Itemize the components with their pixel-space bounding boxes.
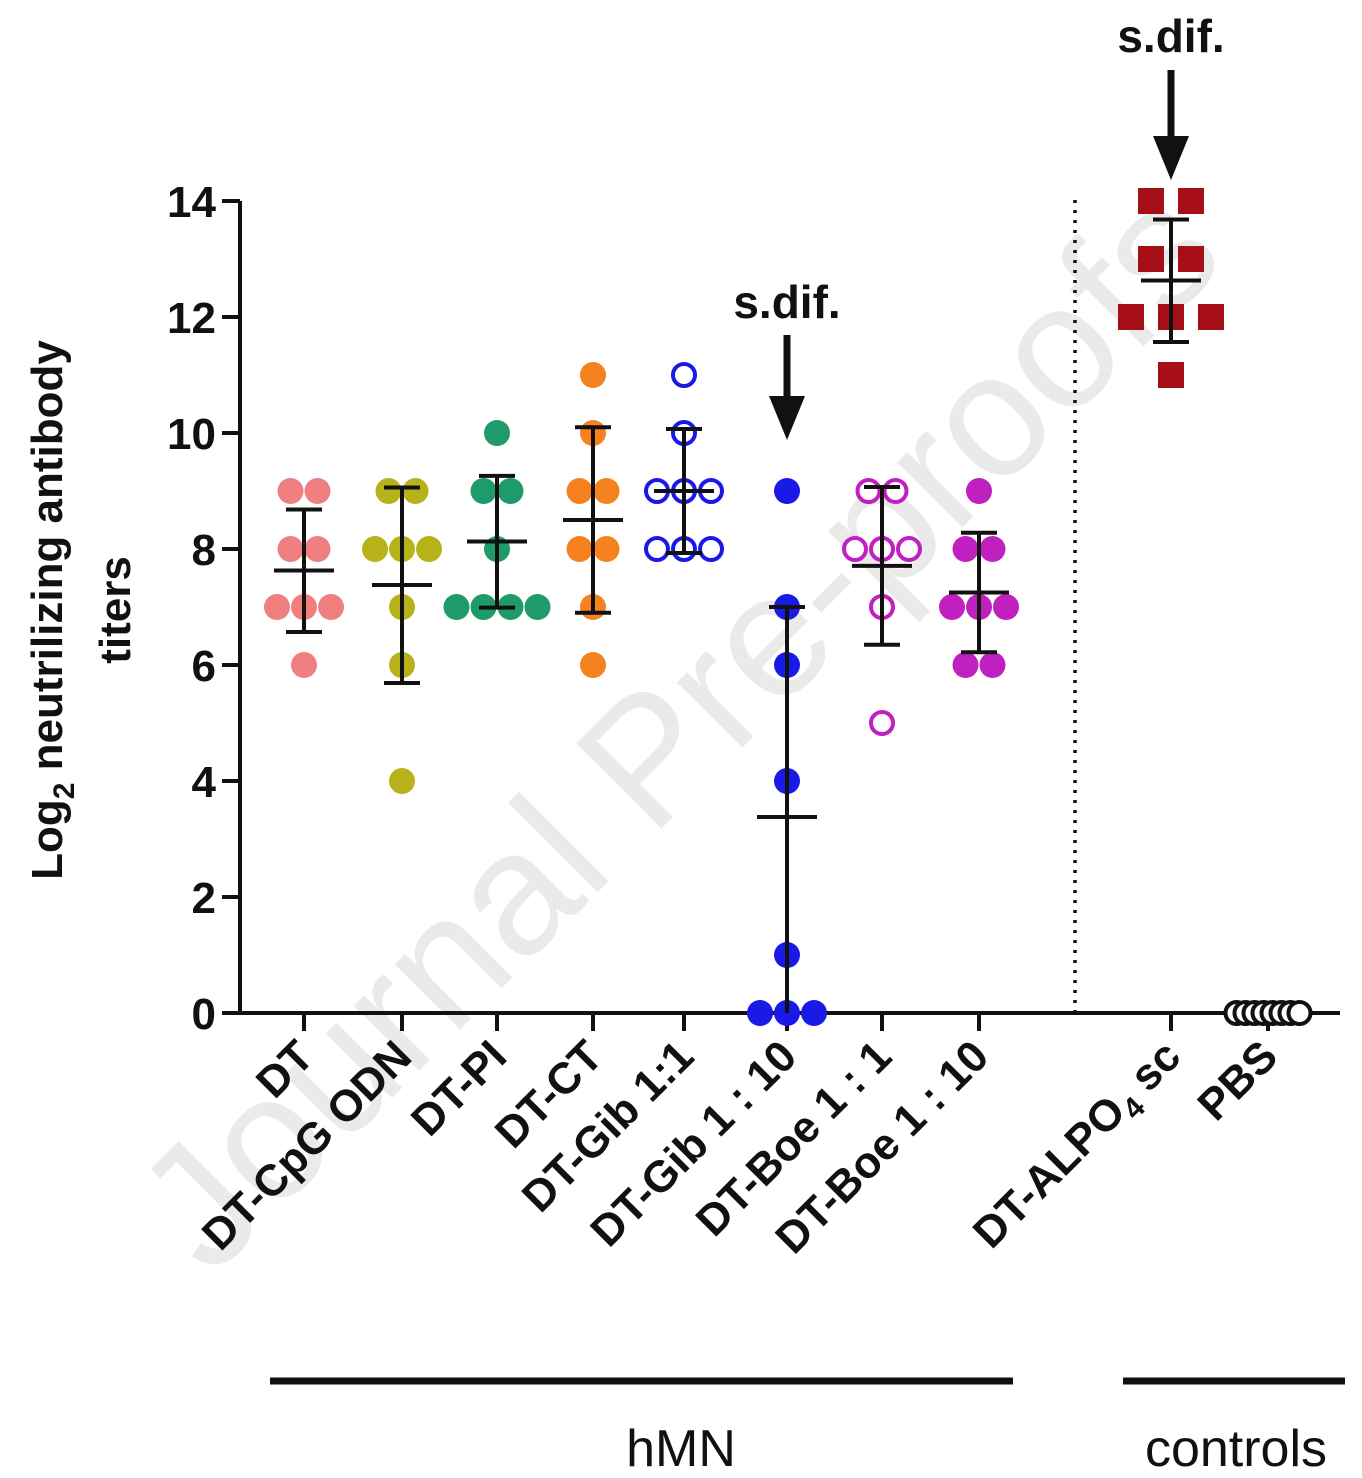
point-cat-6-6 [882,478,909,504]
point-cat-6-5 [855,478,882,504]
annotation-arrow-head-1 [1153,136,1189,180]
point-cat-5-7 [774,478,800,504]
point-cat-3-4 [566,478,593,504]
y-tick-label-10: 10 [167,410,216,459]
y-tick-label-0: 0 [192,990,216,1039]
y-tick-label-6: 6 [192,642,216,691]
point-cat-7-5 [952,536,979,562]
point-cat-2-0 [443,594,470,620]
y-axis-title-line2: titers [91,556,140,664]
point-cat-7-4 [993,594,1019,620]
annotation-text-0: s.dif. [733,276,840,328]
point-cat-0-1 [264,594,290,620]
point-cat-2-3 [524,594,551,620]
point-cat-5-0 [747,1000,773,1026]
point-cat-6-2 [842,536,868,562]
point-cat-3-0 [580,652,606,678]
y-tick-label-14: 14 [167,178,216,227]
point-cat-5-2 [801,1000,827,1026]
point-cat-6-4 [896,536,922,562]
y-tick-label-2: 2 [192,874,216,923]
point-cat-7-2 [939,594,965,620]
point-cat-7-6 [979,536,1006,562]
annotation-arrow-head-0 [769,396,805,440]
point-cat-8-6 [1138,188,1164,214]
point-cat-8-0 [1158,362,1184,388]
point-cat-3-7 [580,362,606,388]
point-cat-0-6 [277,478,304,504]
point-cat-0-3 [318,594,344,620]
point-cat-8-1 [1118,304,1144,330]
point-cat-2-6 [497,478,524,504]
point-cat-8-7 [1178,188,1204,214]
points-layer [264,188,1313,1026]
point-cat-0-7 [304,478,331,504]
point-cat-1-5 [416,536,442,562]
point-cat-4-0 [644,536,670,562]
annotation-layer: s.dif. s.dif. [733,10,1225,440]
point-cat-6-0 [869,710,895,736]
point-cat-8-3 [1198,304,1224,330]
point-cat-0-4 [277,536,304,562]
group-label-hmn: hMN [626,1420,736,1478]
point-cat-1-0 [389,768,415,794]
point-cat-8-4 [1138,246,1164,272]
point-cat-4-7 [671,362,697,388]
point-cat-3-3 [593,536,620,562]
x-tick-label-cat-9: PBS [1188,1031,1287,1130]
y-tick-label-4: 4 [192,758,217,807]
point-cat-3-2 [566,536,593,562]
point-cat-2-7 [484,420,510,446]
y-axis: 0 2 4 6 8 10 12 14 Log2 neutrilizing antibody tit… [23,178,242,1039]
group-layer: hMN controls [270,1377,1345,1478]
annotation-text-1: s.dif. [1117,10,1224,62]
group-label-controls: controls [1145,1420,1327,1478]
point-cat-1-6 [375,478,402,504]
point-cat-3-5 [593,478,620,504]
point-cat-1-7 [402,478,429,504]
point-cat-1-3 [362,536,388,562]
point-cat-0-5 [304,536,331,562]
point-cat-7-7 [966,478,992,504]
point-cat-9-7 [1286,1000,1313,1026]
y-tick-label-12: 12 [167,294,216,343]
point-cat-8-5 [1178,246,1204,272]
point-cat-2-5 [470,478,497,504]
point-cat-0-0 [291,652,317,678]
y-tick-label-8: 8 [192,526,216,575]
point-cat-4-2 [698,536,724,562]
y-axis-title: Log2 neutrilizing antibody [23,340,81,880]
errorbar-layer [274,217,1201,1013]
point-cat-7-1 [979,652,1006,678]
x-tick-label-cat-8: DT-ALPO4 sc [964,1031,1195,1262]
point-cat-7-0 [952,652,979,678]
